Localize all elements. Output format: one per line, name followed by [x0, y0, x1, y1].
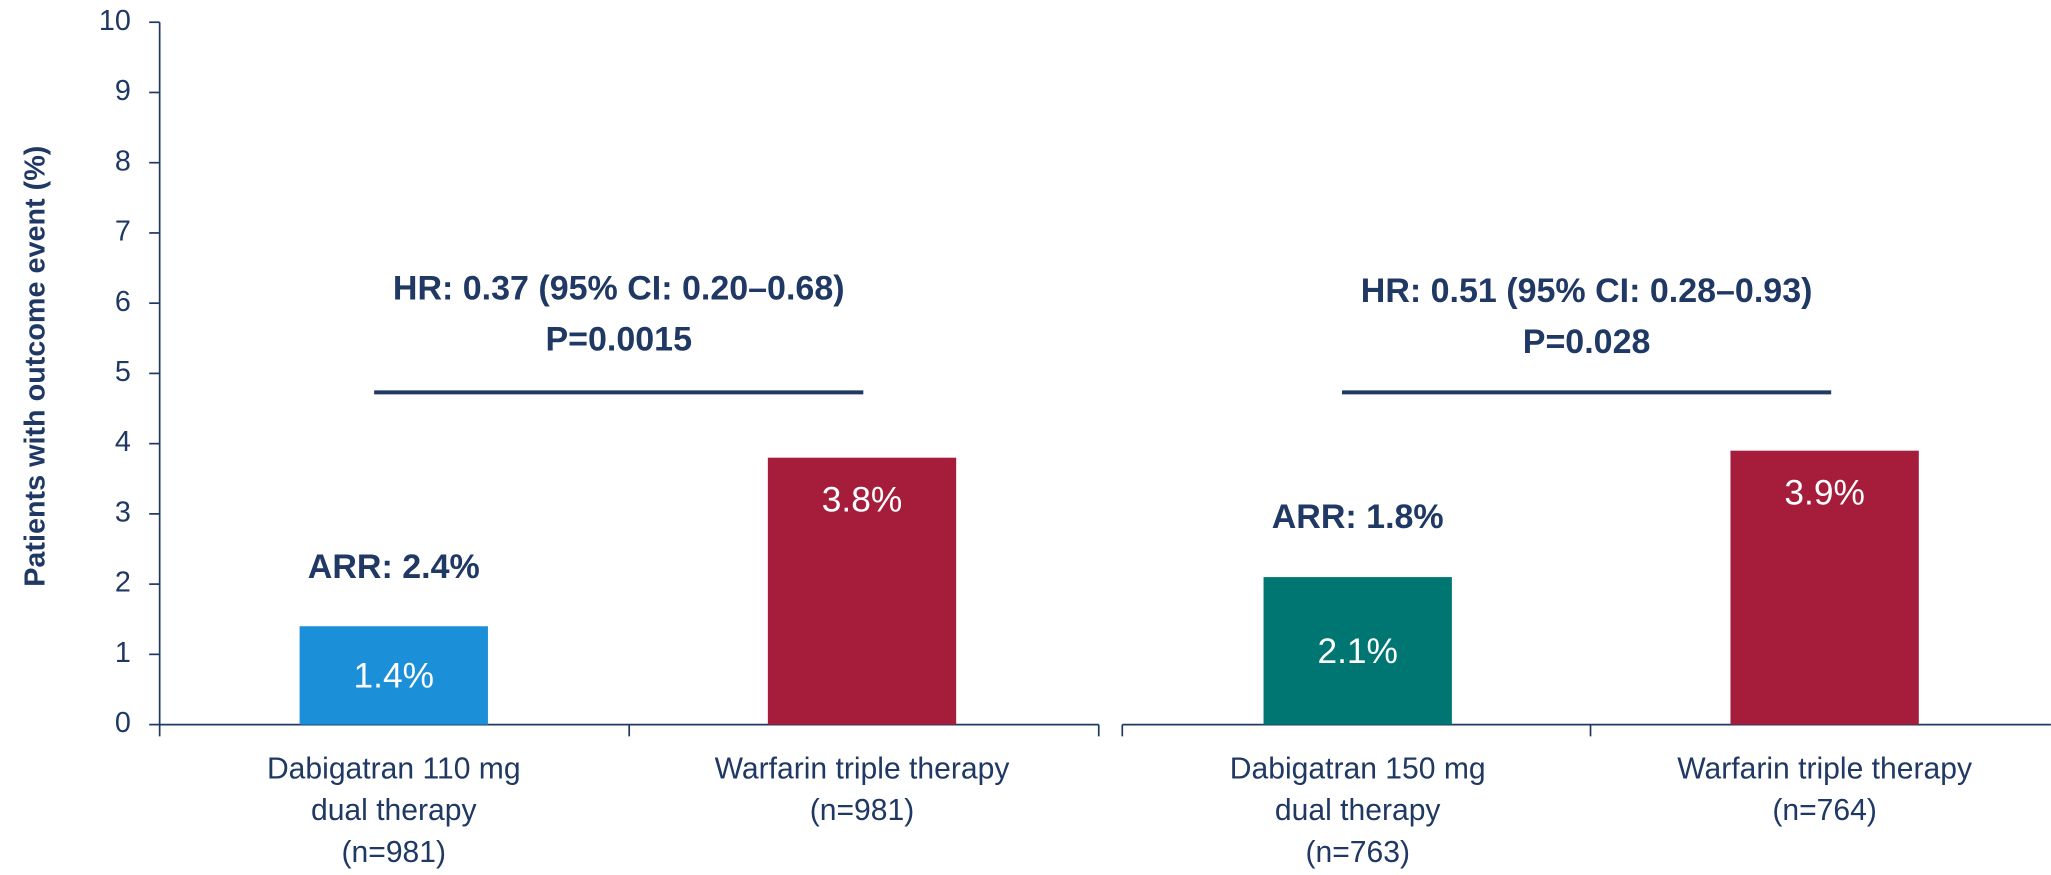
y-axis-label: Patients with outcome event (%) [19, 146, 51, 587]
y-tick-label: 9 [115, 75, 131, 107]
y-tick-label: 4 [115, 426, 131, 458]
annotation: HR: 0.51 (95% CI: 0.28–0.93) P=0.028 [1361, 272, 1813, 361]
value-label: 3.8% [822, 480, 902, 519]
annotation: ARR: 1.8% [1272, 498, 1444, 536]
y-tick-label: 1 [115, 637, 131, 669]
y-tick-label: 10 [99, 5, 131, 37]
x-tick-label: Warfarin triple therapy (n=981) [715, 752, 1010, 827]
y-tick-label: 2 [115, 567, 131, 599]
value-label: 3.9% [1784, 473, 1864, 512]
bar [1263, 577, 1452, 725]
y-tick-label: 7 [115, 216, 131, 248]
value-label: 1.4% [354, 656, 434, 695]
bar [767, 457, 957, 725]
bar [299, 626, 488, 725]
annotation: HR: 0.37 (95% CI: 0.20–0.68) P=0.0015 [393, 269, 845, 358]
y-tick-label: 3 [115, 496, 131, 528]
x-tick-label: Dabigatran 110 mg dual therapy (n=981) [267, 752, 521, 869]
y-tick-label: 0 [115, 707, 131, 739]
y-tick-label: 6 [115, 286, 131, 318]
bar [1730, 450, 1919, 725]
value-label: 2.1% [1317, 632, 1397, 671]
y-tick-label: 5 [115, 356, 131, 388]
annotation: ARR: 2.4% [308, 548, 480, 586]
x-tick-label: Dabigatran 150 mg dual therapy (n=763) [1230, 752, 1486, 869]
y-tick-label: 8 [115, 145, 131, 177]
x-tick-label: Warfarin triple therapy (n=764) [1677, 752, 1972, 827]
